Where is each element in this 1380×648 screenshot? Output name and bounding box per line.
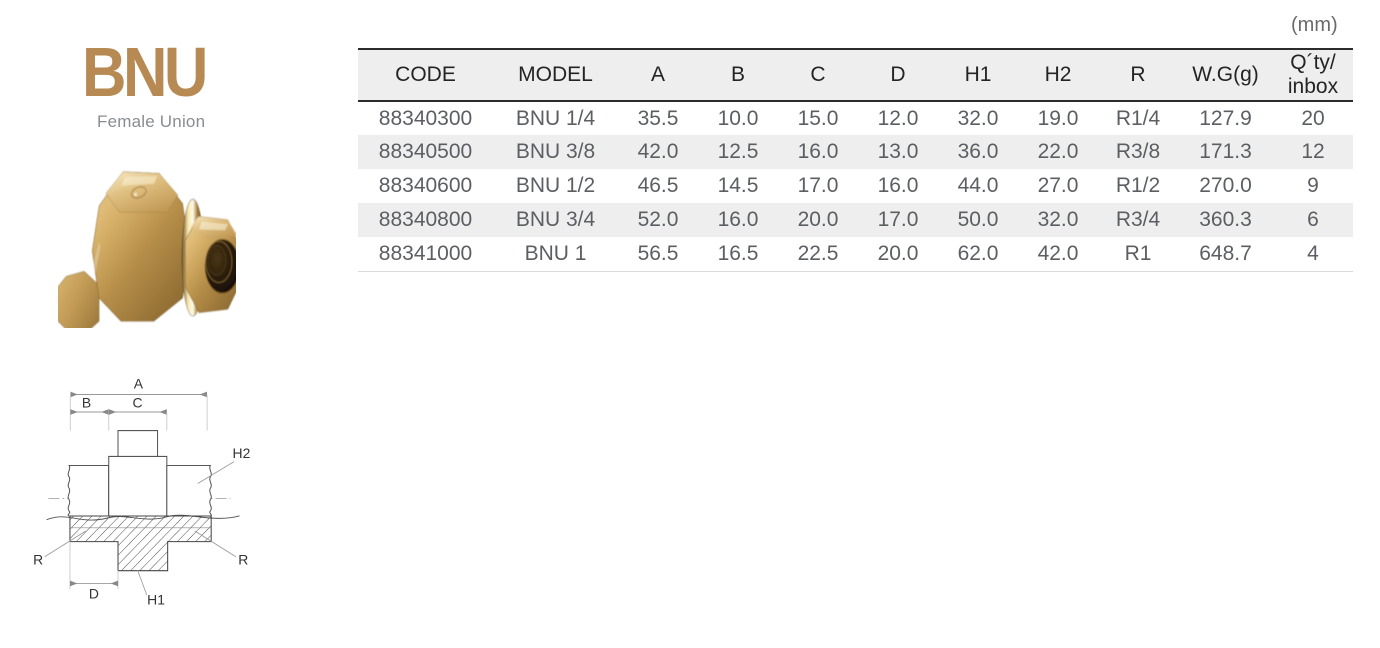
svg-text:R: R bbox=[33, 551, 43, 567]
svg-text:H1: H1 bbox=[147, 591, 165, 607]
svg-text:D: D bbox=[89, 586, 99, 602]
svg-text:C: C bbox=[132, 394, 142, 410]
svg-text:H2: H2 bbox=[233, 445, 251, 461]
svg-text:A: A bbox=[134, 375, 144, 391]
svg-text:R: R bbox=[238, 551, 248, 567]
svg-text:B: B bbox=[82, 394, 91, 410]
